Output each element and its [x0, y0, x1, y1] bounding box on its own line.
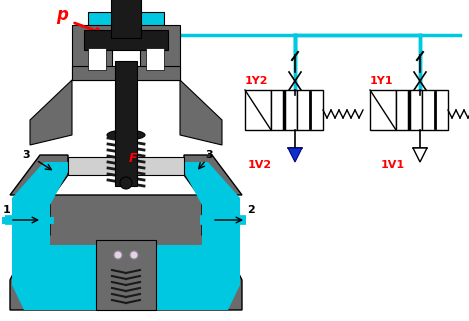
Bar — [72, 66, 180, 80]
Text: 1V1: 1V1 — [381, 160, 405, 170]
Bar — [111, 0, 141, 38]
Text: F: F — [129, 152, 137, 165]
Bar — [88, 48, 106, 70]
Polygon shape — [184, 162, 240, 232]
Text: 1Y1: 1Y1 — [370, 76, 393, 86]
Text: 3: 3 — [205, 150, 212, 160]
Text: 1Y2: 1Y2 — [245, 76, 268, 86]
Bar — [96, 240, 156, 310]
Polygon shape — [30, 80, 72, 145]
Bar — [72, 25, 112, 80]
Circle shape — [120, 177, 132, 189]
Bar — [396, 90, 422, 130]
Text: 3: 3 — [22, 150, 30, 160]
Text: 1: 1 — [3, 205, 11, 215]
Bar — [271, 90, 297, 130]
Bar — [146, 48, 164, 70]
Polygon shape — [12, 232, 240, 310]
Bar — [370, 90, 396, 130]
Bar — [297, 90, 323, 130]
Polygon shape — [288, 148, 302, 162]
Bar — [84, 30, 168, 50]
Polygon shape — [413, 148, 427, 162]
Polygon shape — [10, 155, 242, 310]
Bar — [115, 61, 137, 186]
Bar — [245, 90, 271, 130]
Bar — [422, 90, 448, 130]
Polygon shape — [12, 162, 68, 232]
Text: p: p — [56, 6, 68, 24]
Circle shape — [130, 251, 138, 259]
Text: 1V2: 1V2 — [248, 160, 272, 170]
Text: 2: 2 — [247, 205, 255, 215]
Bar — [68, 157, 184, 175]
Ellipse shape — [107, 130, 145, 140]
Bar — [140, 25, 180, 80]
Polygon shape — [180, 80, 222, 145]
Bar — [88, 12, 164, 38]
Circle shape — [114, 251, 122, 259]
